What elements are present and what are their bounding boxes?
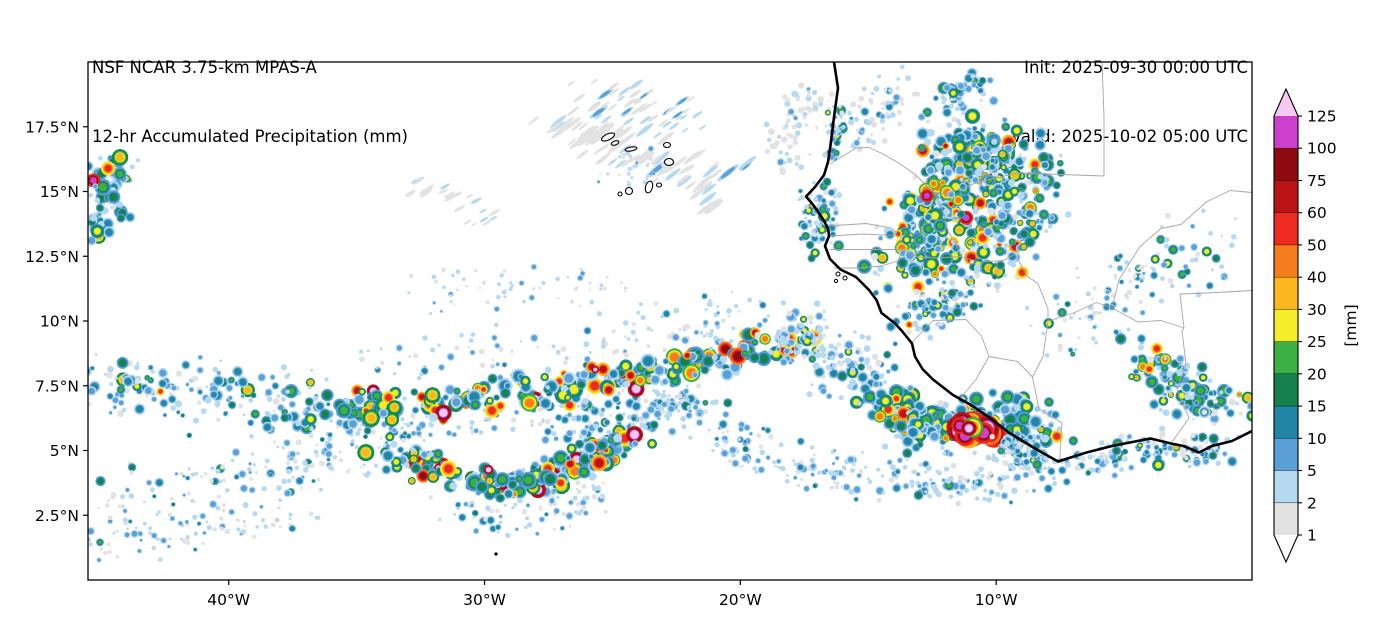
colorbar-tick-label: 1 [1307, 527, 1317, 545]
precip-feature-senegal-north-cells [917, 67, 994, 128]
y-tick-label: 15°N [40, 183, 79, 201]
precip-feature-west-wisps-small [404, 176, 501, 227]
colorbar-segment [1274, 116, 1298, 149]
precip-feature-interior-scatter [1025, 208, 1238, 358]
bijagos-islets [833, 271, 848, 284]
precip-feature-liberia-coast-strip [989, 430, 1067, 476]
plot-frame [87, 61, 1253, 581]
precip-feature-guinea-highlands-scatter [885, 267, 1001, 347]
colorbar-segment [1274, 277, 1298, 310]
coastline [804, 62, 1252, 463]
run-info: Init: 2025-09-30 00:00 UTC Valid: 2025-1… [1011, 10, 1248, 194]
colorbar-segment [1274, 373, 1298, 407]
colorbar-tick-label: 40 [1307, 269, 1327, 287]
precip-feature-mauritania-offshore-gray [763, 82, 835, 175]
colorbar-tick-label: 2 [1307, 494, 1317, 512]
colorbar: 125 100 75 60 50 40 30 25 20 15 10 5 2 1 [mm] [1273, 87, 1360, 564]
colorbar-tick-label: 25 [1307, 333, 1327, 351]
y-tick-label: 10°N [40, 313, 79, 331]
model-title: NSF NCAR 3.75-km MPAS-A [92, 58, 317, 77]
colorbar-segment [1274, 341, 1298, 375]
x-tick-label: 20°W [719, 591, 762, 609]
x-tick-label: 30°W [463, 591, 506, 609]
precip-feature-nw-senegal-offshore [847, 64, 921, 152]
colorbar-tick-label: 50 [1307, 236, 1327, 254]
colorbar-tick-label: 20 [1307, 365, 1327, 383]
axes: 40°W 30°W 20°W 10°W 17.5°N 15°N 12.5°N 10°N 7.5°… [25, 118, 1017, 609]
precip-feature-cape-verde-speckle [596, 145, 667, 189]
colorbar-tick-label: 10 [1307, 430, 1327, 448]
colorbar-tick-label: 100 [1307, 140, 1337, 158]
island-dot [494, 552, 498, 556]
colorbar-tick-label: 30 [1307, 301, 1327, 319]
colorbar-tick-label: 75 [1307, 172, 1327, 190]
precip-feature-west-speckle-south [88, 504, 321, 563]
y-tick-label: 2.5°N [35, 507, 79, 525]
plot-title: 12-hr Accumulated Precipitation (mm) [92, 127, 408, 146]
init-time: Init: 2025-09-30 00:00 UTC [1024, 58, 1248, 77]
precip-feature-west-band-segment [88, 353, 354, 442]
colorbar-segment [1274, 212, 1298, 246]
colorbar-units-label: [mm] [1342, 304, 1360, 346]
colorbar-segment [1274, 438, 1298, 471]
colorbar-segment [1274, 406, 1298, 439]
colorbar-segment [1274, 502, 1298, 536]
precip-feature-south-band-fan [428, 480, 608, 538]
colorbar-tick-label: 5 [1307, 462, 1317, 480]
colorbar-tick-label: 125 [1307, 108, 1337, 126]
y-tick-label: 17.5°N [25, 118, 79, 136]
colorbar-segment [1274, 180, 1298, 214]
cape-verde-islands [600, 132, 675, 197]
country-borders [827, 62, 1252, 463]
precip-feature-north-gray-wisps [528, 101, 757, 216]
precip-feature-itcz-core [304, 326, 823, 430]
precip-feature-guinea-blob-core [946, 411, 1007, 449]
colorbar-extend-min [1274, 535, 1298, 562]
colorbar-segment [1274, 244, 1298, 278]
colorbar-segment [1274, 309, 1298, 343]
colorbar-segment [1274, 470, 1298, 504]
precip-feature-south-band [357, 423, 658, 503]
precip-feature-mid-sparse-north [407, 263, 627, 315]
precip-feature-west-edge-cell [88, 149, 140, 246]
colorbar-segment [1274, 148, 1298, 181]
precip-field [88, 64, 1252, 563]
figure-title: NSF NCAR 3.75-km MPAS-A 12-hr Accumulate… [92, 10, 408, 194]
colorbar-tick-label: 15 [1307, 398, 1327, 416]
precip-feature-senegal-complex-east [950, 127, 1072, 290]
precip-feature-liberia-offshore-blue [846, 440, 1070, 507]
y-tick-label: 12.5°N [25, 248, 79, 266]
y-tick-label: 5°N [50, 442, 79, 460]
map-overlays [494, 62, 1252, 556]
precip-feature-senegal-coastal-cells [796, 175, 844, 263]
precip-feature-top-center-pale [567, 78, 707, 133]
colorbar-extend-max [1274, 89, 1298, 116]
precip-feature-sw-guinea-speckle [681, 419, 864, 503]
precip-feature-east-coastal-cells [1062, 425, 1242, 486]
precip-feature-guinea-west-cells [863, 388, 942, 448]
y-tick-label: 7.5°N [35, 377, 79, 395]
colorbar-tick-label: 60 [1307, 204, 1327, 222]
x-tick-label: 40°W [207, 591, 250, 609]
precip-feature-ghana-cluster [1113, 328, 1252, 427]
x-tick-label: 10°W [975, 591, 1018, 609]
